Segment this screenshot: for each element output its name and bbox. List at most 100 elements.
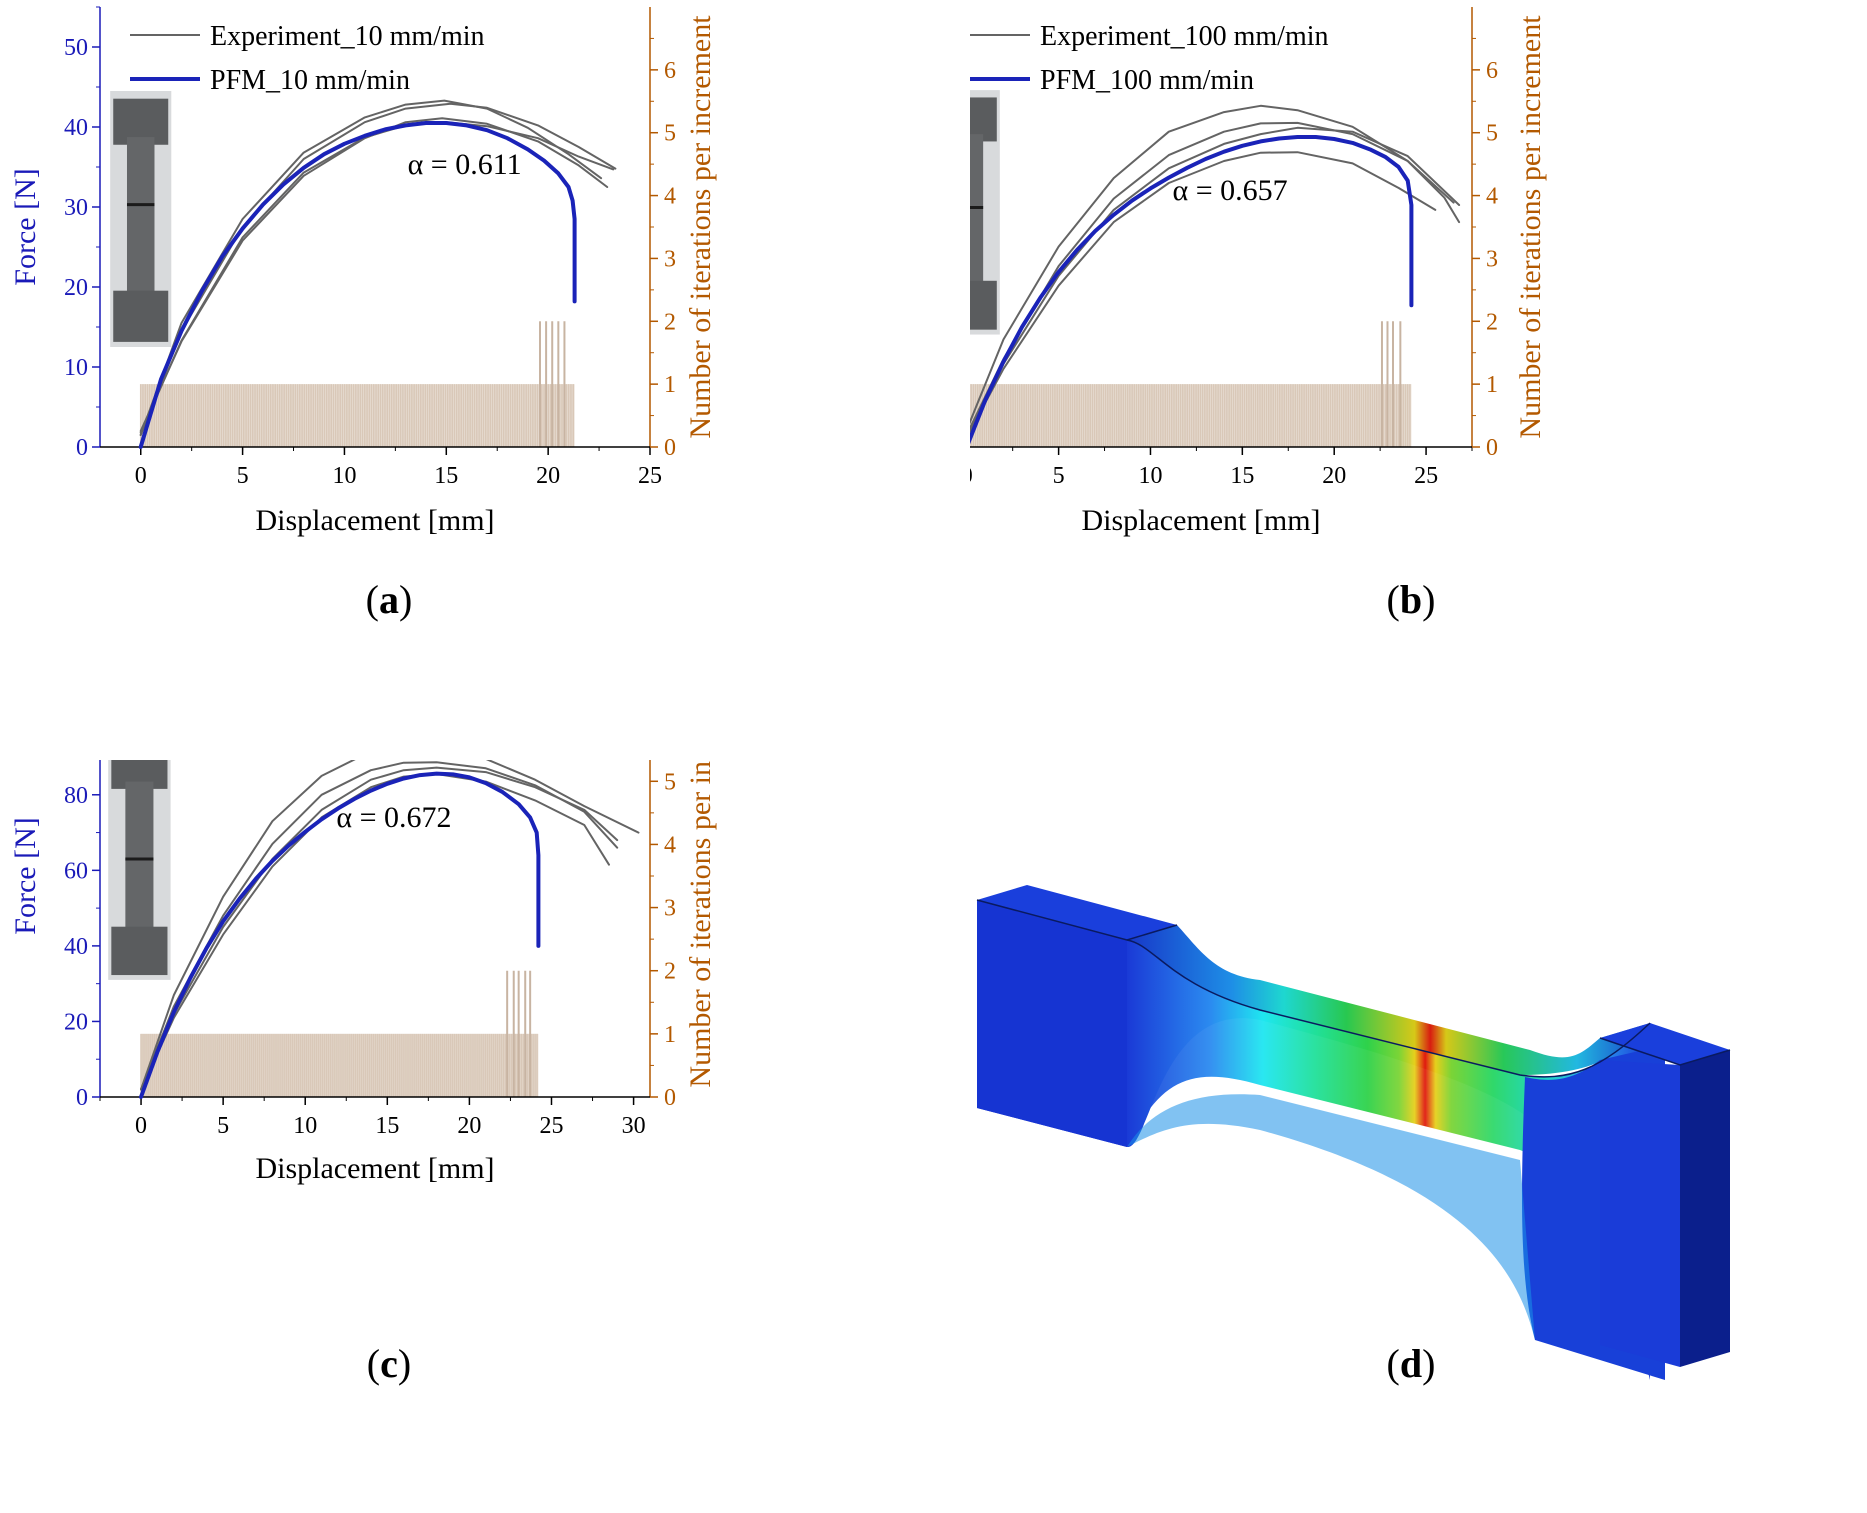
y-tick-label: 40 bbox=[64, 115, 88, 141]
y2-tick-label: 5 bbox=[1486, 121, 1498, 147]
panel-label-d: (d) bbox=[1386, 1341, 1436, 1386]
y-tick-label: 60 bbox=[64, 858, 88, 884]
y-tick-label: 40 bbox=[64, 934, 88, 960]
gauge-underside bbox=[1127, 1094, 1535, 1340]
legend-label-experiment: Experiment_100 mm/min bbox=[1040, 21, 1329, 52]
y-tick-label: 20 bbox=[64, 275, 88, 301]
y-axis-label: Force [N] bbox=[9, 817, 42, 934]
x-tick-label: 20 bbox=[536, 463, 560, 489]
specimen-photo-inset bbox=[110, 91, 172, 347]
chart-panel-c: 0510152025300204060801000123456Displacem… bbox=[9, 760, 717, 1185]
experiment-series-line bbox=[970, 151, 1437, 434]
iteration-bars bbox=[970, 321, 1412, 447]
y2-tick-label: 6 bbox=[664, 58, 676, 84]
legend-label-experiment: Experiment_10 mm/min bbox=[210, 21, 485, 52]
x-tick-label: 5 bbox=[217, 1113, 229, 1139]
y2-tick-label: 0 bbox=[1486, 435, 1498, 461]
alpha-annotation: α = 0.611 bbox=[408, 148, 522, 181]
y2-tick-label: 5 bbox=[664, 769, 676, 795]
iteration-bars bbox=[140, 970, 539, 1097]
y2-tick-label: 2 bbox=[1486, 309, 1498, 335]
x-axis-label: Displacement [mm] bbox=[255, 1152, 494, 1185]
iteration-bar-fill bbox=[140, 384, 575, 447]
y2-tick-label: 3 bbox=[664, 246, 676, 272]
y2-tick-label: 5 bbox=[664, 121, 676, 147]
y2-tick-label: 1 bbox=[664, 1022, 676, 1048]
gauge-band bbox=[1127, 960, 1650, 1380]
x-tick-label: 25 bbox=[638, 463, 662, 489]
y-tick-label: 0 bbox=[76, 435, 88, 461]
y2-tick-label: 6 bbox=[1486, 58, 1498, 84]
right-grip-main bbox=[1600, 1060, 1680, 1367]
y2-tick-label: 3 bbox=[664, 896, 676, 922]
y2-tick-label: 4 bbox=[1486, 184, 1498, 210]
photo-grip-bottom bbox=[970, 280, 997, 330]
y-tick-label: 10 bbox=[64, 355, 88, 381]
x-tick-label: 0 bbox=[135, 1113, 147, 1139]
legend-label-pfm: PFM_10 mm/min bbox=[210, 65, 410, 96]
specimen-3d-render bbox=[976, 885, 1731, 1380]
right-grip-top bbox=[1600, 1023, 1730, 1065]
x-axis-label: Displacement [mm] bbox=[1081, 504, 1320, 537]
experiment-series-line bbox=[970, 126, 1461, 433]
photo-grip-bottom bbox=[113, 290, 169, 342]
photo-grip-bottom bbox=[111, 926, 168, 976]
y-tick-label: 20 bbox=[64, 1009, 88, 1035]
specimen-photo-inset bbox=[970, 90, 1000, 335]
chart-panel-a: 0 5 10 15 20 25010203040500123456Displacement… bbox=[9, 6, 717, 537]
y2-axis-label: Number of iterations per increment bbox=[684, 15, 717, 439]
pfm-series-line bbox=[139, 771, 541, 1099]
x-tick-label: 25 bbox=[1414, 463, 1438, 489]
y2-tick-label: 2 bbox=[664, 959, 676, 985]
y2-tick-label: 3 bbox=[1486, 246, 1498, 272]
iteration-bars bbox=[139, 321, 575, 447]
y2-tick-label: 4 bbox=[664, 184, 676, 210]
chart-panel-b: 05101520250204060800123456Displacement [… bbox=[970, 7, 1547, 537]
y2-tick-label: 4 bbox=[664, 832, 676, 858]
x-tick-label: 5 bbox=[237, 463, 249, 489]
x-tick-label: 20 bbox=[457, 1113, 481, 1139]
y-tick-label: 50 bbox=[64, 35, 88, 61]
x-tick-label: 15 bbox=[434, 463, 458, 489]
photo-gauge bbox=[970, 134, 984, 291]
photo-gauge bbox=[126, 137, 155, 301]
y-axis-label: Force [N] bbox=[9, 168, 42, 285]
x-tick-label: 10 bbox=[293, 1113, 317, 1139]
experiment-series-line bbox=[140, 760, 640, 1091]
alpha-annotation: α = 0.657 bbox=[1173, 174, 1288, 207]
y2-tick-label: 1 bbox=[1486, 372, 1498, 398]
x-tick-label: 0 bbox=[135, 463, 147, 489]
iteration-bar-fill bbox=[141, 1033, 539, 1097]
experiment-series-line bbox=[140, 766, 619, 1091]
right-edge-line bbox=[1599, 1037, 1731, 1066]
iteration-bar-fill bbox=[970, 384, 1412, 447]
specimen-photo-inset bbox=[108, 760, 171, 980]
x-tick-label: 30 bbox=[622, 1113, 646, 1139]
x-tick-label: 10 bbox=[332, 463, 356, 489]
x-tick-label: 0 bbox=[970, 463, 973, 489]
alpha-annotation: α = 0.672 bbox=[336, 801, 451, 834]
panel-label-a: (a) bbox=[365, 577, 413, 622]
y-tick-label: 0 bbox=[76, 1085, 88, 1111]
experiment-series-line bbox=[139, 117, 609, 432]
panel-label-c: (c) bbox=[366, 1341, 412, 1386]
pfm-series-line bbox=[138, 121, 577, 449]
x-tick-label: 10 bbox=[1138, 463, 1162, 489]
x-axis-label: Displacement [mm] bbox=[255, 504, 494, 537]
x-tick-label: 15 bbox=[375, 1113, 399, 1139]
y2-tick-label: 0 bbox=[664, 435, 676, 461]
x-tick-label: 20 bbox=[1322, 463, 1346, 489]
experiment-series-line bbox=[139, 102, 617, 436]
legend-label-pfm: PFM_100 mm/min bbox=[1040, 65, 1254, 96]
gauge-edge-line bbox=[1126, 939, 1651, 1078]
pfm-series-line bbox=[970, 135, 1414, 445]
y-tick-label: 80 bbox=[64, 783, 88, 809]
y-tick-label: 30 bbox=[64, 195, 88, 221]
y2-axis-label: Number of iterations per increment bbox=[684, 760, 717, 1088]
left-grip-face bbox=[977, 900, 1127, 1147]
x-tick-label: 15 bbox=[1230, 463, 1254, 489]
x-tick-label: 5 bbox=[1053, 463, 1065, 489]
y2-tick-label: 2 bbox=[664, 309, 676, 335]
x-tick-label: 25 bbox=[539, 1113, 563, 1139]
left-grip-top bbox=[977, 885, 1177, 940]
